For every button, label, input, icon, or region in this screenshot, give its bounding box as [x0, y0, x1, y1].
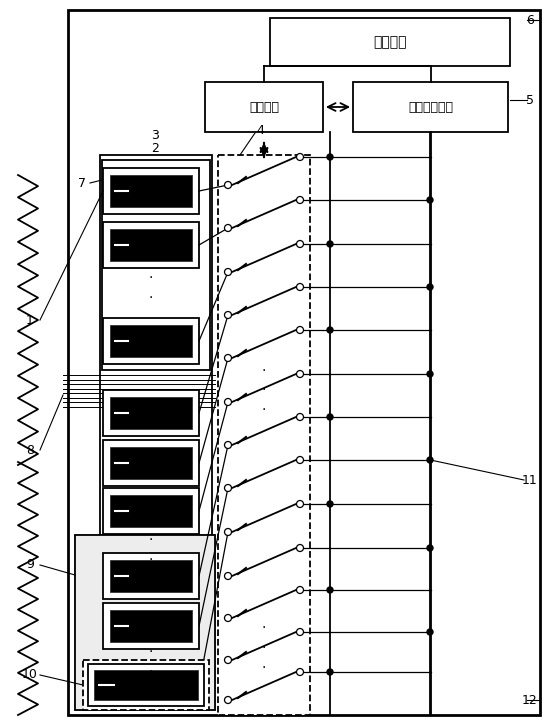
Bar	[110, 495, 192, 527]
Circle shape	[296, 457, 304, 463]
Circle shape	[296, 370, 304, 378]
Text: 5: 5	[526, 94, 534, 107]
Bar	[103, 553, 199, 599]
Bar	[94, 670, 198, 700]
Bar	[83, 660, 209, 710]
Text: 10: 10	[22, 668, 38, 682]
Text: 微控制器: 微控制器	[249, 101, 279, 114]
Circle shape	[225, 268, 232, 276]
Circle shape	[225, 573, 232, 579]
Circle shape	[225, 355, 232, 362]
Text: 12: 12	[522, 694, 538, 706]
Text: 3: 3	[151, 128, 159, 141]
Bar	[110, 325, 192, 357]
Text: 6: 6	[526, 14, 534, 27]
Circle shape	[327, 414, 333, 420]
Circle shape	[225, 312, 232, 318]
Text: ·
·
·: · · ·	[262, 621, 266, 674]
Bar	[353, 82, 508, 132]
Bar	[103, 168, 199, 214]
Circle shape	[225, 657, 232, 663]
Bar	[270, 18, 510, 66]
Text: ·
·
·: · · ·	[262, 363, 266, 416]
Circle shape	[225, 529, 232, 536]
Bar	[88, 664, 204, 706]
Circle shape	[296, 241, 304, 247]
Circle shape	[225, 225, 232, 231]
Bar	[103, 603, 199, 649]
Circle shape	[296, 587, 304, 594]
Text: 数据采集电路: 数据采集电路	[408, 101, 453, 114]
Bar	[110, 397, 192, 429]
Circle shape	[225, 484, 232, 492]
Bar	[103, 440, 199, 486]
Circle shape	[296, 196, 304, 204]
Text: ·
·
·: · · ·	[149, 513, 153, 566]
Circle shape	[427, 197, 433, 203]
Circle shape	[225, 399, 232, 405]
Text: 11: 11	[522, 473, 538, 486]
Circle shape	[296, 326, 304, 334]
Circle shape	[296, 544, 304, 552]
Bar	[110, 560, 192, 592]
Circle shape	[225, 442, 232, 449]
Bar	[110, 175, 192, 207]
Circle shape	[296, 500, 304, 507]
Bar	[110, 447, 192, 479]
Circle shape	[327, 327, 333, 333]
Circle shape	[296, 413, 304, 420]
Circle shape	[296, 668, 304, 676]
Text: 1: 1	[26, 313, 34, 326]
Circle shape	[327, 501, 333, 507]
Text: 9: 9	[26, 558, 34, 571]
Circle shape	[327, 154, 333, 160]
Circle shape	[327, 587, 333, 593]
Text: 2: 2	[151, 141, 159, 154]
Circle shape	[296, 154, 304, 160]
Circle shape	[427, 284, 433, 290]
Circle shape	[296, 629, 304, 636]
Bar	[102, 160, 210, 370]
Text: 4: 4	[256, 123, 264, 136]
Text: ·
·
·: · · ·	[149, 252, 153, 304]
Bar	[218, 155, 310, 715]
Bar	[110, 610, 192, 642]
Circle shape	[225, 615, 232, 621]
Bar	[68, 10, 540, 715]
Circle shape	[327, 241, 333, 247]
Circle shape	[225, 181, 232, 188]
Circle shape	[225, 697, 232, 703]
Text: ·
·
·: · · ·	[149, 626, 153, 679]
Text: 电源电路: 电源电路	[373, 35, 407, 49]
Bar	[100, 155, 212, 675]
Bar	[103, 488, 199, 534]
Bar	[75, 535, 215, 710]
Text: 7: 7	[78, 176, 86, 189]
Bar	[205, 82, 323, 132]
Text: 8: 8	[26, 444, 34, 457]
Circle shape	[296, 283, 304, 291]
Circle shape	[327, 669, 333, 675]
Bar	[103, 390, 199, 436]
Bar	[103, 222, 199, 268]
Bar	[103, 318, 199, 364]
Circle shape	[427, 629, 433, 635]
Circle shape	[427, 545, 433, 551]
Circle shape	[427, 457, 433, 463]
Circle shape	[427, 371, 433, 377]
Bar	[110, 229, 192, 261]
Bar	[75, 535, 215, 710]
